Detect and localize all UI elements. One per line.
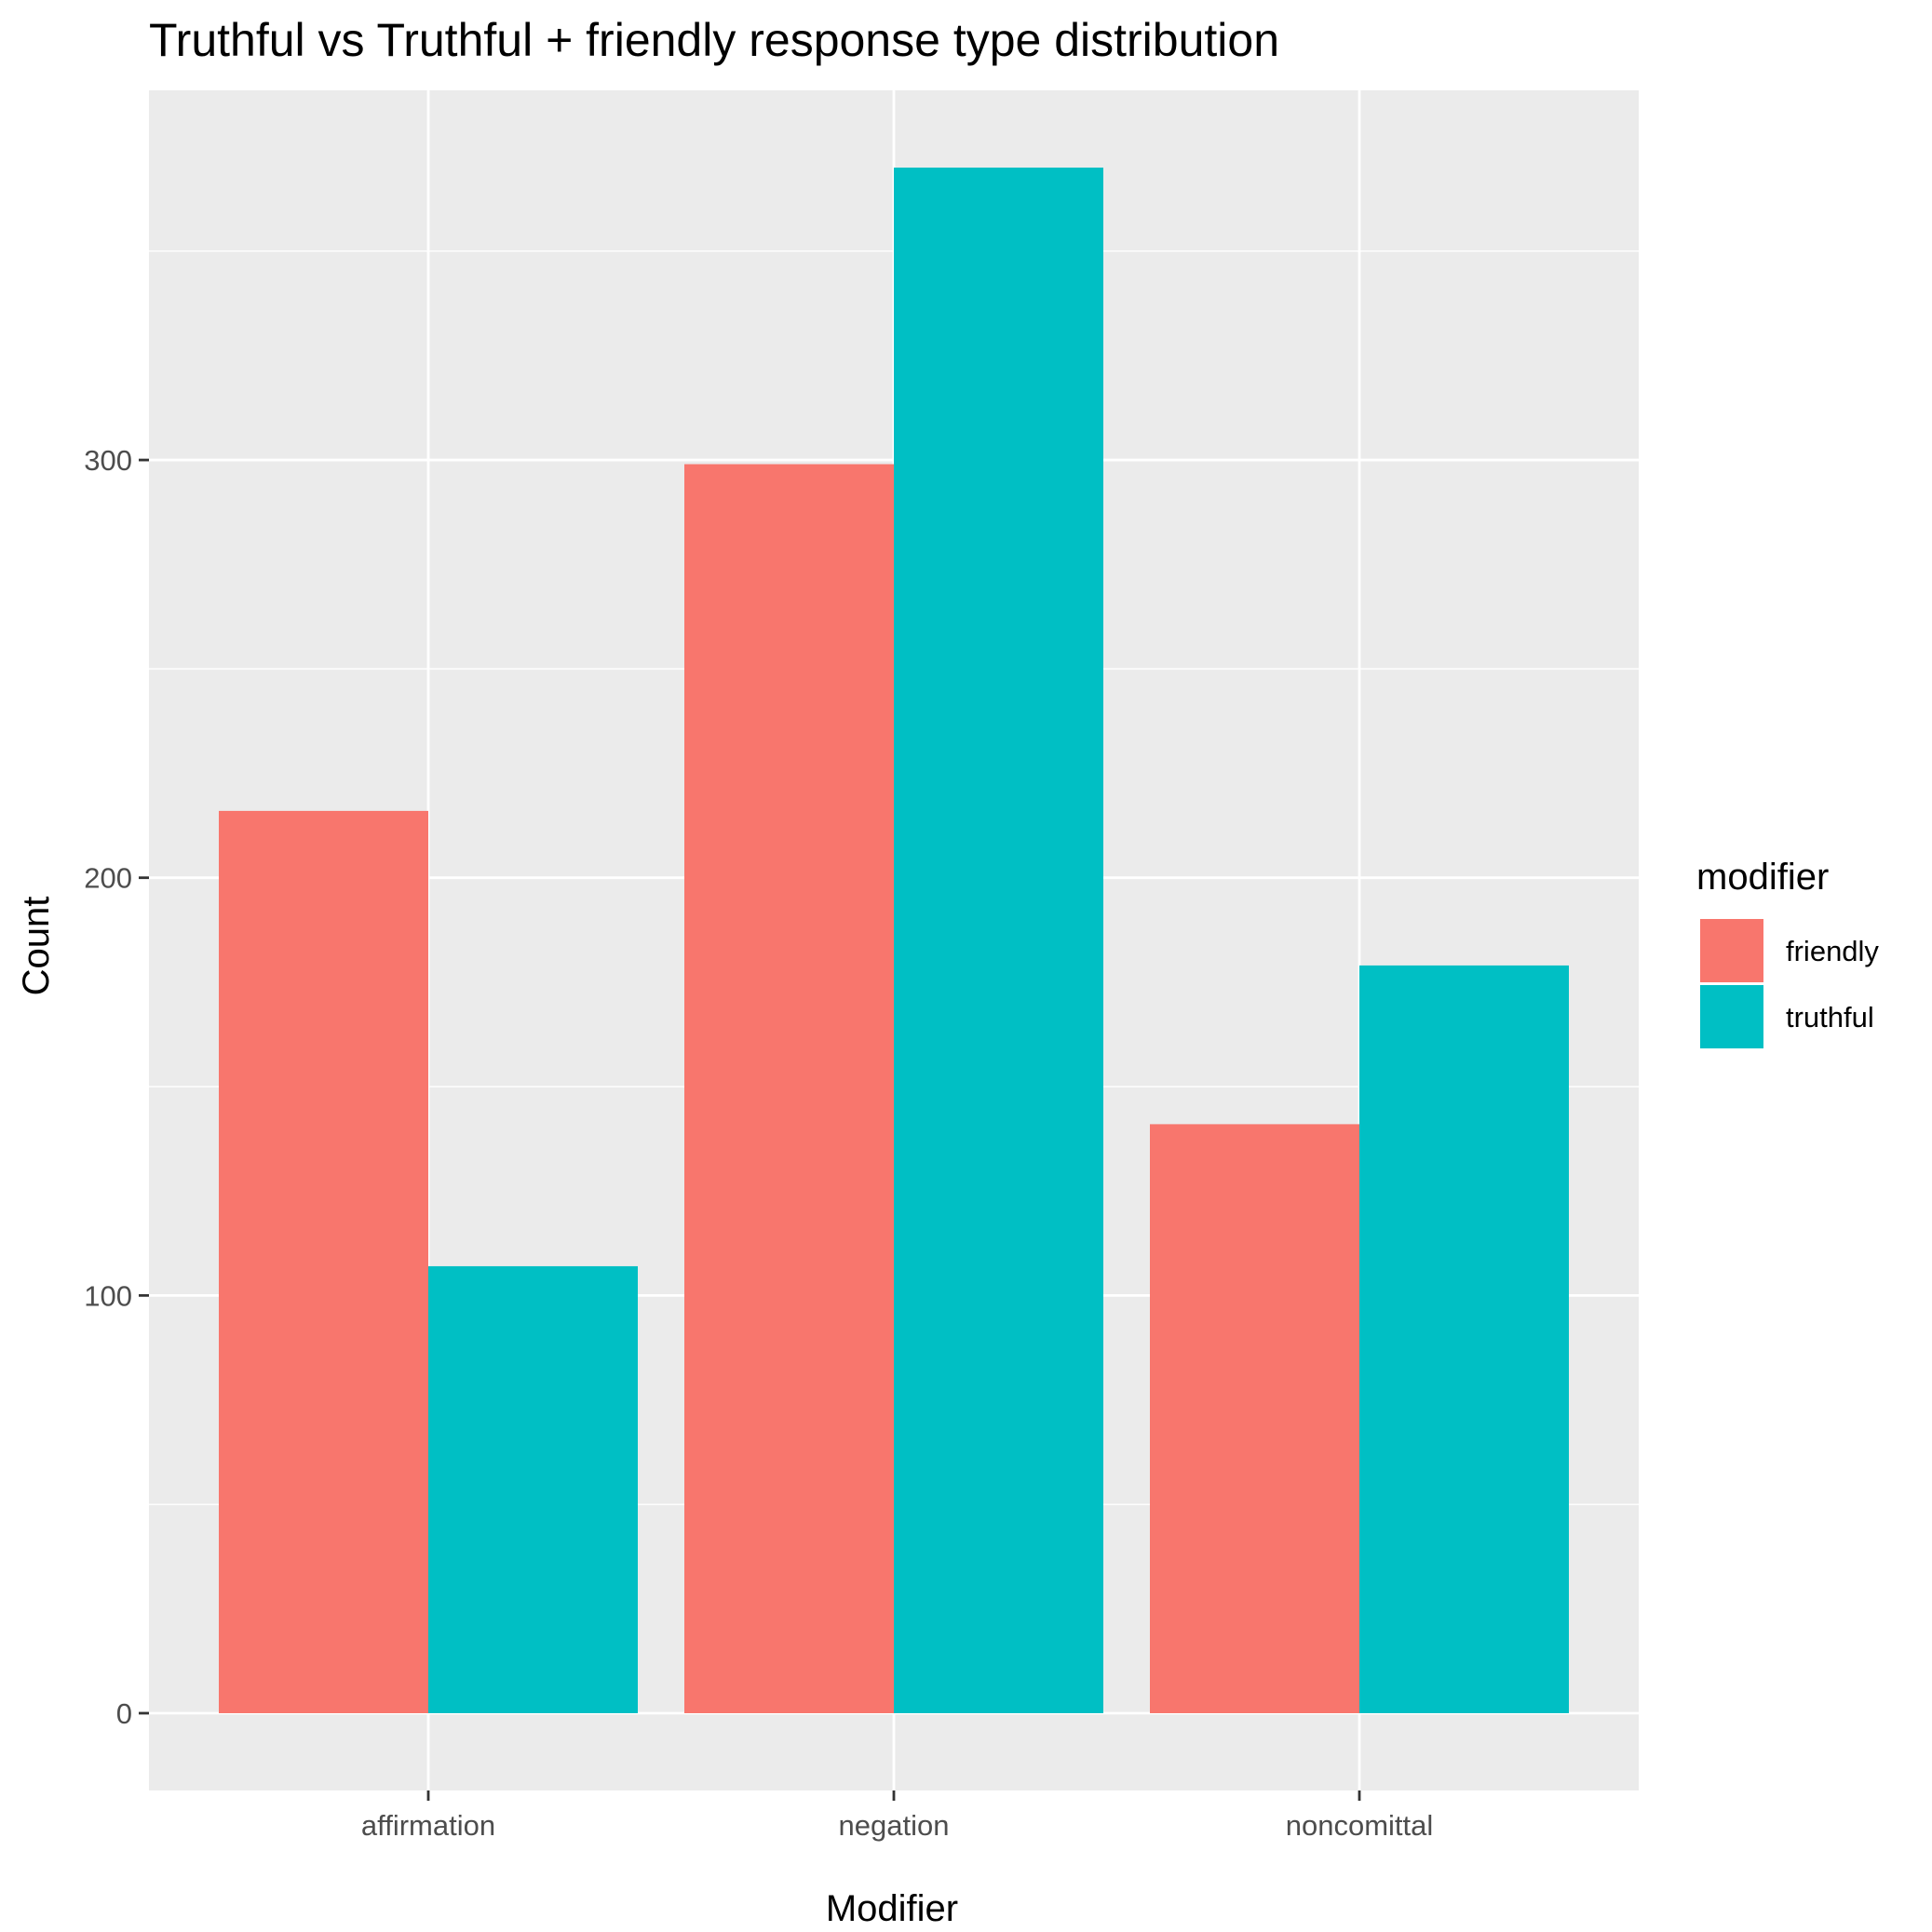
x-axis-title: Modifier bbox=[826, 1888, 958, 1929]
y-tick-label: 300 bbox=[84, 444, 132, 477]
bar-truthful-negation bbox=[894, 168, 1103, 1713]
legend-label-friendly: friendly bbox=[1786, 935, 1879, 967]
legend-title: modifier bbox=[1696, 857, 1829, 898]
legend-label-truthful: truthful bbox=[1786, 1001, 1874, 1034]
legend: modifier friendly truthful bbox=[1696, 857, 1879, 1048]
bars bbox=[219, 168, 1569, 1713]
x-tick-label: negation bbox=[839, 1809, 950, 1842]
chart-title: Truthful vs Truthful + friendly response… bbox=[149, 14, 1279, 66]
bar-truthful-affirmation bbox=[428, 1265, 638, 1713]
y-axis-title: Count bbox=[16, 897, 57, 996]
y-tick-label: 200 bbox=[84, 862, 132, 895]
bar-friendly-noncomittal bbox=[1150, 1124, 1359, 1713]
x-tick-label: noncomittal bbox=[1286, 1809, 1434, 1842]
bar-friendly-affirmation bbox=[219, 810, 428, 1713]
y-axis: 0 100 200 300 bbox=[84, 444, 149, 1730]
x-tick-label: affirmation bbox=[361, 1809, 495, 1842]
bar-truthful-noncomittal bbox=[1359, 965, 1569, 1713]
y-tick-label: 100 bbox=[84, 1279, 132, 1312]
bar-friendly-negation bbox=[684, 464, 894, 1713]
legend-key-friendly bbox=[1700, 919, 1763, 982]
legend-key-truthful bbox=[1700, 985, 1763, 1048]
y-tick-label: 0 bbox=[116, 1697, 132, 1730]
x-axis: affirmation negation noncomittal bbox=[361, 1790, 1433, 1842]
